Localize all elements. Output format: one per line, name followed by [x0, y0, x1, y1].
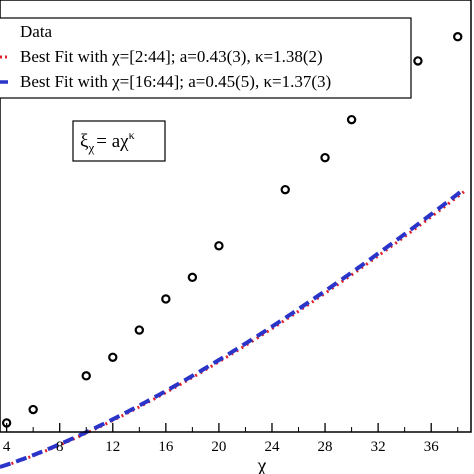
legend-label-data: Data — [20, 22, 53, 41]
x-tick-label: 20 — [211, 439, 226, 455]
legend-label-fit-2: Best Fit with χ=[16:44]; a=0.45(5), κ=1.… — [20, 72, 331, 91]
formula-rhs-sup: κ — [129, 128, 135, 142]
legend-entry-data: Data — [20, 22, 53, 41]
x-axis-title: χ — [257, 455, 267, 474]
legend-entry-fit-1: Best Fit with χ=[2:44]; a=0.43(3), κ=1.3… — [0, 47, 323, 66]
x-axis-ticks: 4 8 12 16 20 24 28 32 36 — [3, 423, 459, 455]
legend-label-fit-1: Best Fit with χ=[2:44]; a=0.43(3), κ=1.3… — [20, 47, 323, 66]
formula-base: ξ — [80, 131, 89, 152]
data-point — [134, 325, 145, 335]
formula-base-sub: χ — [87, 140, 94, 155]
x-tick-label: 32 — [371, 439, 386, 455]
x-tick-label: 4 — [3, 439, 11, 455]
x-tick-label: 24 — [264, 439, 280, 455]
x-tick-label: 28 — [318, 439, 333, 455]
x-tick-label: 8 — [56, 439, 64, 455]
data-point — [320, 152, 330, 163]
legend-entry-fit-2: Best Fit with χ=[16:44]; a=0.45(5), κ=1.… — [0, 72, 331, 91]
data-point — [453, 32, 463, 42]
legend: Data Best Fit with χ=[2:44]; a=0.43(3), … — [0, 17, 412, 99]
formula-box — [72, 120, 166, 162]
data-point — [161, 294, 171, 304]
data-point — [214, 241, 224, 251]
data-point — [108, 352, 118, 362]
data-point — [280, 184, 290, 195]
x-tick-label: 16 — [158, 439, 174, 455]
data-point — [187, 272, 198, 283]
legend-box — [0, 17, 412, 99]
data-point — [81, 371, 91, 381]
data-point — [28, 404, 38, 415]
fit-line-2 — [0, 187, 466, 469]
formula-annotation: ξχ = aχκ — [72, 120, 166, 162]
x-tick-label: 12 — [105, 439, 120, 455]
plot-frame — [0, 0, 472, 433]
formula-rhs: = aχ — [96, 131, 129, 152]
data-point — [346, 114, 357, 125]
data-point — [413, 56, 423, 66]
x-tick-label: 36 — [424, 439, 440, 455]
data-points — [1, 32, 463, 428]
formula-text: ξχ = aχκ — [80, 128, 135, 155]
fit-lines — [0, 187, 466, 469]
